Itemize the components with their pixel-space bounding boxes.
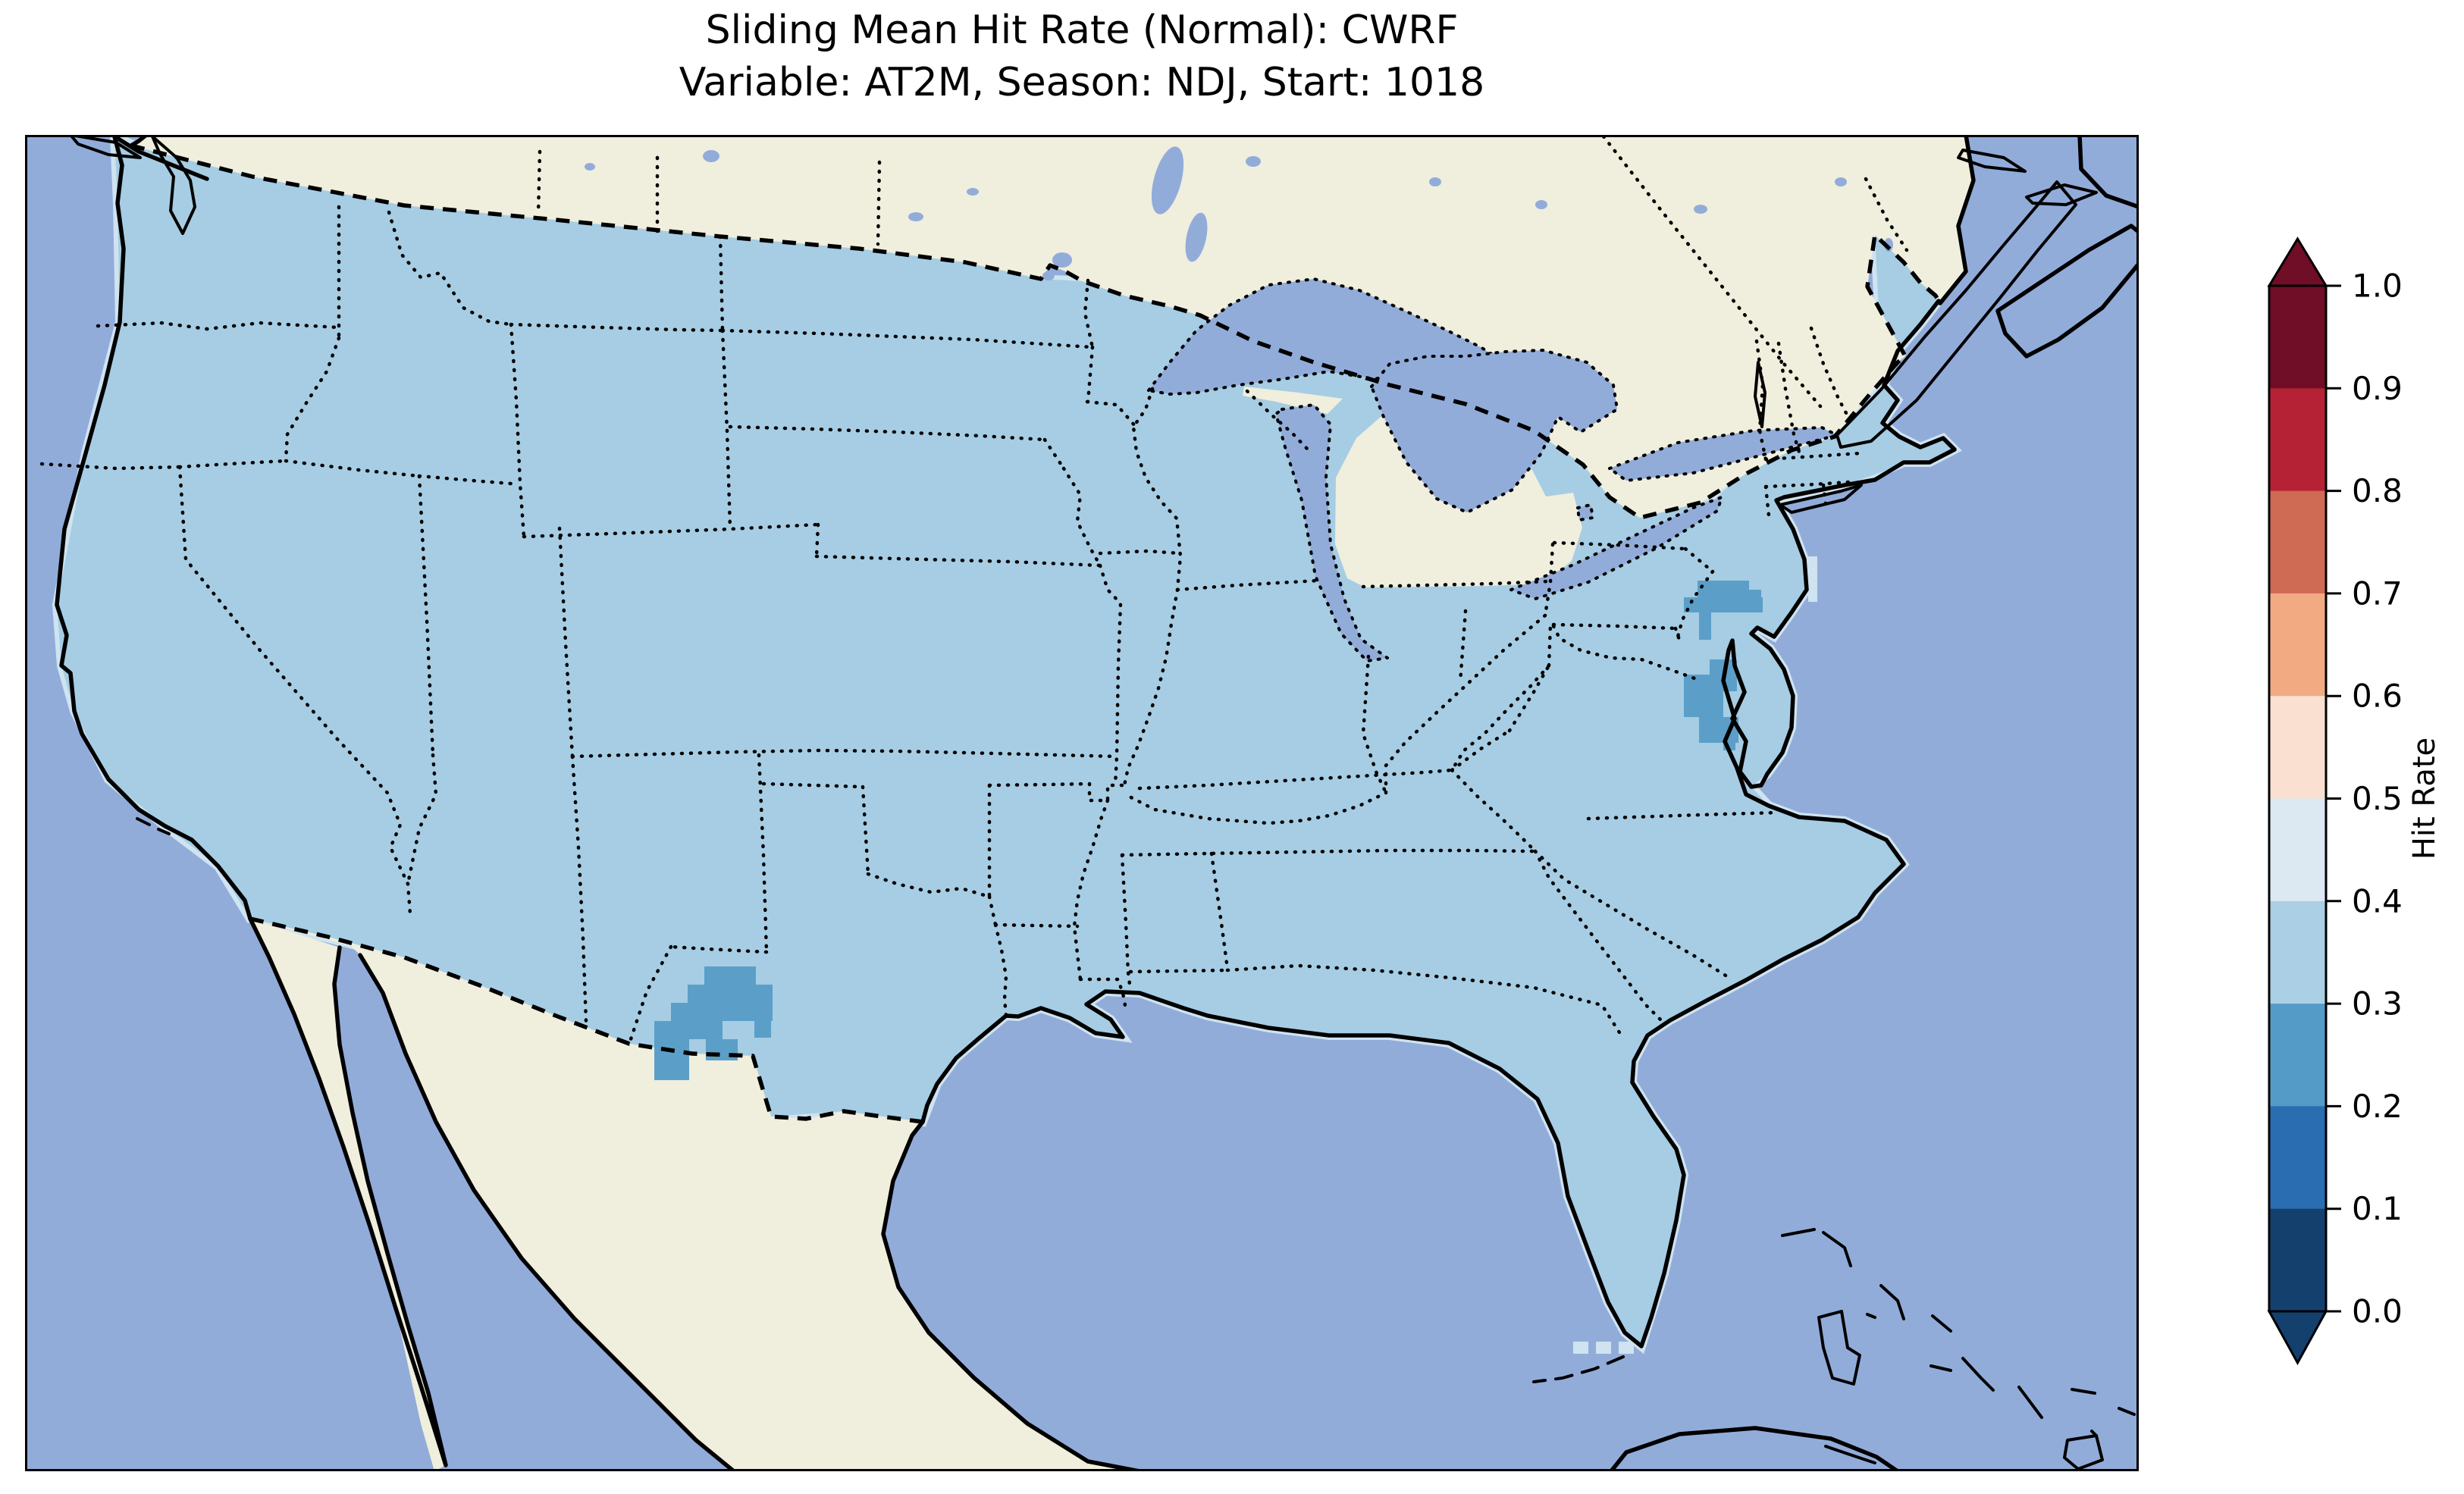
colorbar-segment (2269, 388, 2326, 492)
colorbar-segment (2269, 900, 2326, 1004)
colorbar-arrow-up (2267, 236, 2328, 287)
bahamas-islets (1781, 1228, 2136, 1464)
cuba (1609, 1426, 1900, 1471)
colorbar-tick-label: 0.9 (2352, 370, 2403, 407)
prince-edward-island (2025, 183, 2098, 206)
lake-champlain (1754, 361, 1766, 428)
state-borders (39, 205, 1862, 1046)
coast-mexico-sonora (358, 953, 736, 1471)
andros-island (1817, 1310, 1861, 1386)
vancouver-island (69, 135, 142, 159)
anticosti-island (1957, 149, 2027, 173)
coast-mexico-gulf (881, 1120, 1142, 1471)
colorbar-segment (2269, 798, 2326, 902)
coastlines (55, 135, 2136, 1471)
coast-baja (248, 916, 448, 1467)
lake-st-clair (1576, 503, 1594, 521)
map-frame (25, 135, 2139, 1471)
colorbar-tick-label: 0.4 (2352, 882, 2403, 919)
colorbar-segment (2269, 1208, 2326, 1312)
colorbar-segment (2269, 593, 2326, 697)
colorbar-segment (2269, 696, 2326, 800)
nova-scotia (1995, 224, 2139, 359)
colorbar-segment (2269, 490, 2326, 594)
colorbar-segment (2269, 1106, 2326, 1210)
colorbar-arrow-down (2267, 1310, 2328, 1366)
chart-subtitle: Variable: AT2M, Season: NDJ, Start: 1018 (679, 59, 1485, 105)
great-inagua (2063, 1434, 2104, 1471)
great-lakes (151, 135, 2077, 662)
colorbar-tick-label: 0.1 (2352, 1190, 2403, 1227)
land-mexico (250, 919, 1140, 1471)
colorbar-tick-label: 0.2 (2352, 1088, 2403, 1125)
islands (69, 135, 2139, 1471)
colorbar-tick-label: 1.0 (2352, 268, 2403, 305)
colorbar-label: Hit Rate (2407, 738, 2441, 860)
colorbar-segment (2269, 1004, 2326, 1107)
colorbar: 1.0 0.9 0.8 0.7 0.6 0.5 0.4 0.3 0.2 0.1 0.0 Hit Rat… (2267, 236, 2441, 1366)
border-us-canada (130, 143, 1942, 520)
colorbar-tick-label: 0.5 (2352, 780, 2403, 817)
colorbar-tick-label: 0.7 (2352, 575, 2403, 612)
colorbar-tick-label: 0.8 (2352, 472, 2403, 509)
lake-erie (1509, 496, 1723, 600)
coast-new-brunswick (1938, 135, 1976, 305)
small-canadian-lakes (585, 146, 1893, 280)
coast-gulf-atlantic (920, 299, 1957, 1348)
lake-michigan (1274, 403, 1389, 662)
lake-ontario (1608, 426, 1839, 482)
colorbar-segment (2269, 286, 2326, 389)
light-hit-rate-cells (1573, 556, 1817, 1354)
florida-keys (1532, 1355, 1625, 1383)
chart-title: Sliding Mean Hit Rate (Normal): CWRF (705, 8, 1459, 53)
colorbar-tick-label: 0.0 (2352, 1293, 2403, 1330)
long-island (1779, 484, 1863, 514)
lake-huron (1370, 349, 1619, 514)
channel-islands (136, 817, 171, 835)
map-canvas (25, 135, 2139, 1471)
colorbar-tick-label: 0.3 (2352, 985, 2403, 1023)
coast-pacific (55, 135, 252, 921)
low-hit-rate-patch-texas (654, 966, 773, 1080)
colorbar-tick-label: 0.6 (2352, 678, 2403, 715)
newfoundland (2077, 135, 2139, 209)
land-baja (250, 919, 446, 1471)
border-us-mexico (249, 916, 923, 1124)
title-block: Sliding Mean Hit Rate (Normal): CWRF Var… (25, 5, 2139, 108)
